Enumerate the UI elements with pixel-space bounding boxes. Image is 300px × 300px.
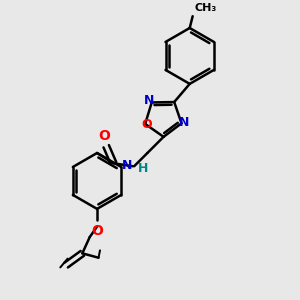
Text: O: O: [141, 118, 152, 131]
Text: H: H: [138, 162, 148, 175]
Text: O: O: [91, 224, 103, 238]
Text: N: N: [179, 116, 189, 129]
Text: CH₃: CH₃: [194, 3, 216, 13]
Text: O: O: [98, 129, 110, 143]
Text: N: N: [144, 94, 154, 107]
Text: N: N: [122, 159, 132, 172]
